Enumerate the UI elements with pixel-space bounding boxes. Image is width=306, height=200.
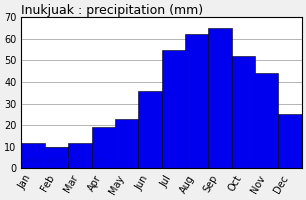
- Bar: [138, 91, 162, 168]
- Bar: [68, 143, 91, 168]
- Text: Inukjuak : precipitation (mm): Inukjuak : precipitation (mm): [21, 4, 203, 17]
- Bar: [162, 50, 185, 168]
- Bar: [91, 127, 115, 168]
- Bar: [255, 73, 278, 168]
- Bar: [278, 114, 302, 168]
- Bar: [45, 147, 68, 168]
- Bar: [208, 28, 232, 168]
- Bar: [232, 56, 255, 168]
- Bar: [115, 119, 138, 168]
- Bar: [21, 143, 45, 168]
- Bar: [185, 34, 208, 168]
- Text: www.allmetsat.com: www.allmetsat.com: [24, 156, 106, 165]
